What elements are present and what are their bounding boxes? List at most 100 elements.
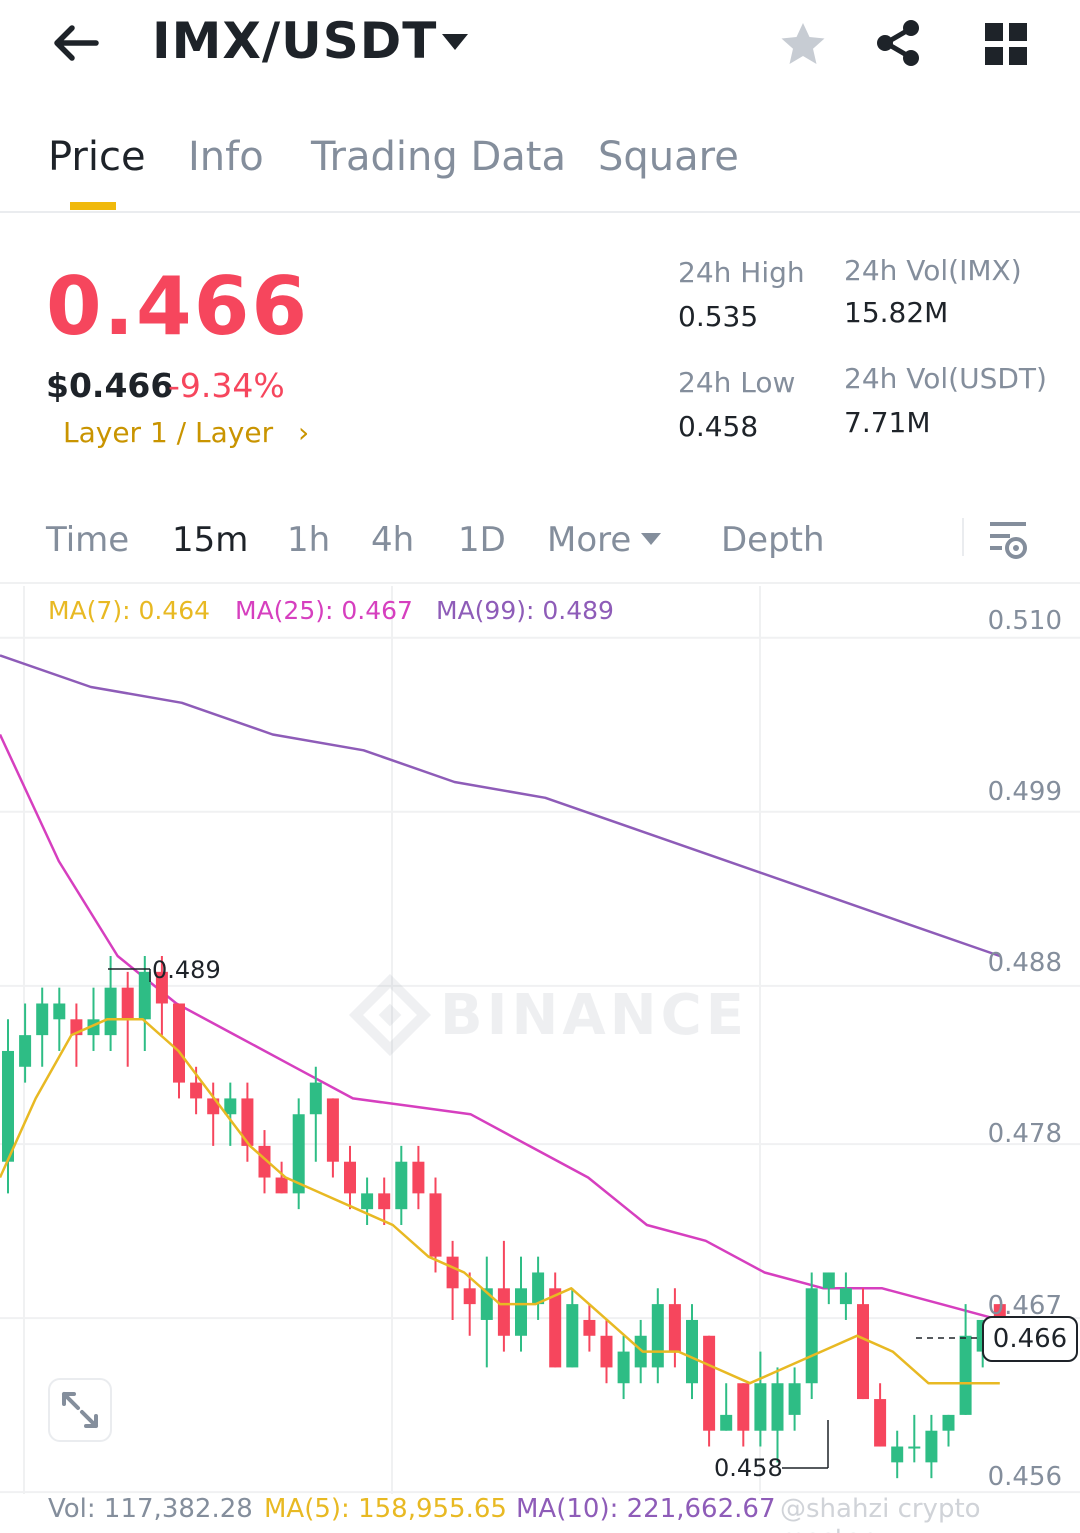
price-chart[interactable]: BINANCE <box>0 586 1080 1533</box>
candle[interactable] <box>53 987 66 1051</box>
candle[interactable] <box>309 1066 322 1162</box>
interval-1h[interactable]: 1h <box>287 520 331 560</box>
candle[interactable] <box>241 1082 254 1162</box>
chart-settings-icon[interactable] <box>986 518 1030 562</box>
candle[interactable] <box>857 1288 869 1400</box>
caret-down-icon[interactable] <box>640 532 662 546</box>
candle-body <box>19 1035 32 1067</box>
candle[interactable] <box>908 1414 921 1463</box>
candle-body <box>874 1399 887 1447</box>
candle[interactable] <box>480 1256 493 1368</box>
interval-4h[interactable]: 4h <box>371 520 415 560</box>
tab-info[interactable]: Info <box>188 134 264 180</box>
ma7-line <box>0 1018 1000 1385</box>
stat-vol-base-value: 15.82M <box>844 296 949 329</box>
volume-ma5-legend: MA(5): 158,955.65 <box>264 1494 507 1524</box>
candle-body <box>344 1161 356 1194</box>
candle[interactable] <box>2 1019 14 1194</box>
depth-tab[interactable]: Depth <box>721 520 825 560</box>
candle[interactable] <box>874 1383 887 1447</box>
share-icon[interactable] <box>874 18 924 68</box>
fullscreen-button[interactable] <box>48 1378 112 1442</box>
candle-body <box>412 1161 425 1194</box>
candle[interactable] <box>925 1414 938 1479</box>
candle[interactable] <box>703 1335 716 1447</box>
interval-15m[interactable]: 15m <box>172 520 249 560</box>
candle-body <box>549 1288 562 1368</box>
candle-body <box>771 1383 784 1431</box>
y-tick-label: 0.456 <box>987 1462 1062 1492</box>
candle[interactable] <box>822 1272 835 1305</box>
candlestick-chart[interactable]: BINANCE <box>0 586 1080 1533</box>
candle-body <box>788 1383 801 1415</box>
candle[interactable] <box>549 1272 562 1368</box>
candle[interactable] <box>497 1240 510 1352</box>
candle[interactable] <box>104 956 117 1051</box>
candle[interactable] <box>942 1414 955 1447</box>
candle[interactable] <box>754 1351 767 1447</box>
candle[interactable] <box>686 1304 698 1400</box>
candle[interactable] <box>326 1098 339 1178</box>
candle-body <box>737 1383 750 1431</box>
candle[interactable] <box>617 1335 630 1400</box>
candle[interactable] <box>668 1288 681 1368</box>
chevron-right-icon[interactable]: › <box>298 416 310 449</box>
candle[interactable] <box>429 1177 442 1273</box>
candle[interactable] <box>600 1319 613 1384</box>
header-bar: IMX/USDT <box>0 0 1080 90</box>
candle[interactable] <box>532 1256 545 1320</box>
candle[interactable] <box>378 1177 391 1226</box>
candle[interactable] <box>224 1082 237 1146</box>
candle-body <box>532 1272 545 1305</box>
star-icon[interactable] <box>778 20 828 70</box>
tab-price[interactable]: Price <box>48 134 146 180</box>
candle[interactable] <box>275 1161 288 1194</box>
candle-body <box>634 1335 647 1368</box>
candle[interactable] <box>566 1288 579 1368</box>
candle[interactable] <box>155 956 168 1036</box>
current-price-tag: 0.466 <box>982 1316 1078 1362</box>
candle[interactable] <box>36 987 49 1067</box>
candle[interactable] <box>959 1304 972 1415</box>
candle[interactable] <box>634 1319 647 1384</box>
candle-body <box>703 1335 716 1431</box>
candle[interactable] <box>446 1240 459 1320</box>
candle[interactable] <box>292 1098 305 1210</box>
candle[interactable] <box>258 1130 271 1194</box>
arrow-left-icon[interactable] <box>48 18 104 68</box>
candle-body <box>805 1288 818 1384</box>
candle[interactable] <box>891 1430 904 1479</box>
candle[interactable] <box>651 1288 664 1384</box>
caret-down-icon[interactable] <box>440 30 470 54</box>
pair-title[interactable]: IMX/USDT <box>152 12 438 70</box>
category-tag-link[interactable]: Layer 1 / Layer <box>63 416 274 449</box>
candle[interactable] <box>583 1304 596 1352</box>
candle[interactable] <box>737 1383 750 1447</box>
candle[interactable] <box>463 1272 476 1336</box>
candle[interactable] <box>395 1145 408 1226</box>
candle-body <box>378 1193 391 1210</box>
candle[interactable] <box>361 1177 374 1226</box>
candle-body <box>173 1003 185 1083</box>
candle[interactable] <box>138 956 151 1051</box>
candle-body <box>925 1430 938 1463</box>
candle[interactable] <box>771 1367 784 1463</box>
candle[interactable] <box>720 1383 733 1431</box>
stat-low-label: 24h Low <box>678 366 796 399</box>
tab-trading-data[interactable]: Trading Data <box>311 134 566 180</box>
candle[interactable] <box>87 987 100 1051</box>
candle[interactable] <box>805 1272 818 1400</box>
tab-square[interactable]: Square <box>598 134 739 180</box>
candle[interactable] <box>344 1145 356 1210</box>
candle[interactable] <box>412 1145 425 1210</box>
candle[interactable] <box>788 1367 801 1431</box>
grid-icon[interactable] <box>984 22 1028 66</box>
candle[interactable] <box>19 1003 32 1083</box>
candle[interactable] <box>839 1272 852 1320</box>
last-price: 0.466 <box>46 260 310 353</box>
interval-1d[interactable]: 1D <box>458 520 506 560</box>
interval-more[interactable]: More <box>547 520 632 560</box>
interval-time[interactable]: Time <box>46 520 130 560</box>
candle-body <box>121 987 134 1020</box>
candle-body <box>155 971 168 1004</box>
